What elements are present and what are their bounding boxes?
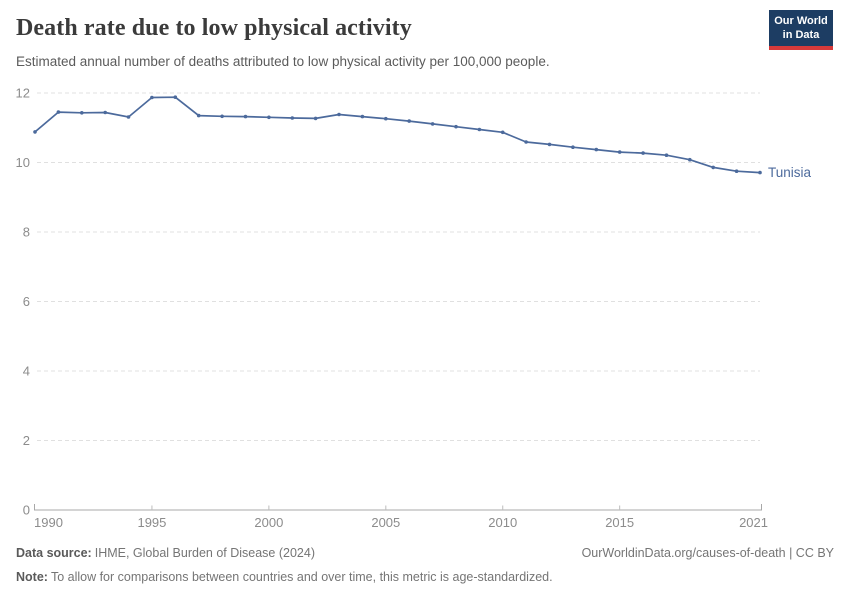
svg-text:6: 6 xyxy=(23,294,30,309)
chart-canvas[interactable]: 0 2 4 6 8 10 12 1990 1995 2000 2005 2010 2015 2021 Tun… xyxy=(0,0,850,545)
svg-text:1995: 1995 xyxy=(137,515,166,530)
svg-text:1990: 1990 xyxy=(34,515,63,530)
footer-source-value: IHME, Global Burden of Disease (2024) xyxy=(94,546,315,560)
svg-text:2005: 2005 xyxy=(371,515,400,530)
svg-text:2021: 2021 xyxy=(739,515,768,530)
svg-text:8: 8 xyxy=(23,225,30,240)
footer-source: Data source: IHME, Global Burden of Disea… xyxy=(16,546,315,560)
chart-subtitle: Estimated annual number of deaths attrib… xyxy=(16,54,550,69)
footer-note-value: To allow for comparisons between countri… xyxy=(50,570,553,584)
svg-text:2015: 2015 xyxy=(605,515,634,530)
footer-source-row: Data source: IHME, Global Burden of Disea… xyxy=(16,546,834,560)
svg-text:10: 10 xyxy=(16,155,30,170)
owid-logo[interactable]: Our World in Data xyxy=(769,10,833,50)
owid-logo-line1: Our World xyxy=(774,14,828,27)
svg-text:2010: 2010 xyxy=(488,515,517,530)
svg-text:2: 2 xyxy=(23,433,30,448)
page-title: Death rate due to low physical activity xyxy=(16,15,412,41)
svg-text:2000: 2000 xyxy=(254,515,283,530)
owid-logo-line2: in Data xyxy=(782,29,820,41)
svg-text:Tunisia: Tunisia xyxy=(768,165,812,180)
line-chart[interactable]: 0 2 4 6 8 10 12 1990 1995 2000 2005 2010 2015 2021 Tun… xyxy=(0,0,850,545)
svg-text:0: 0 xyxy=(23,503,30,518)
footer-link[interactable]: OurWorldinData.org/causes-of-death | CC … xyxy=(581,546,834,560)
footer-note-label: Note: xyxy=(16,570,48,584)
svg-text:4: 4 xyxy=(23,364,30,379)
footer-source-label: Data source: xyxy=(16,546,92,560)
svg-text:12: 12 xyxy=(16,86,30,101)
footer-note-row: Note: To allow for comparisons between co… xyxy=(16,570,834,584)
